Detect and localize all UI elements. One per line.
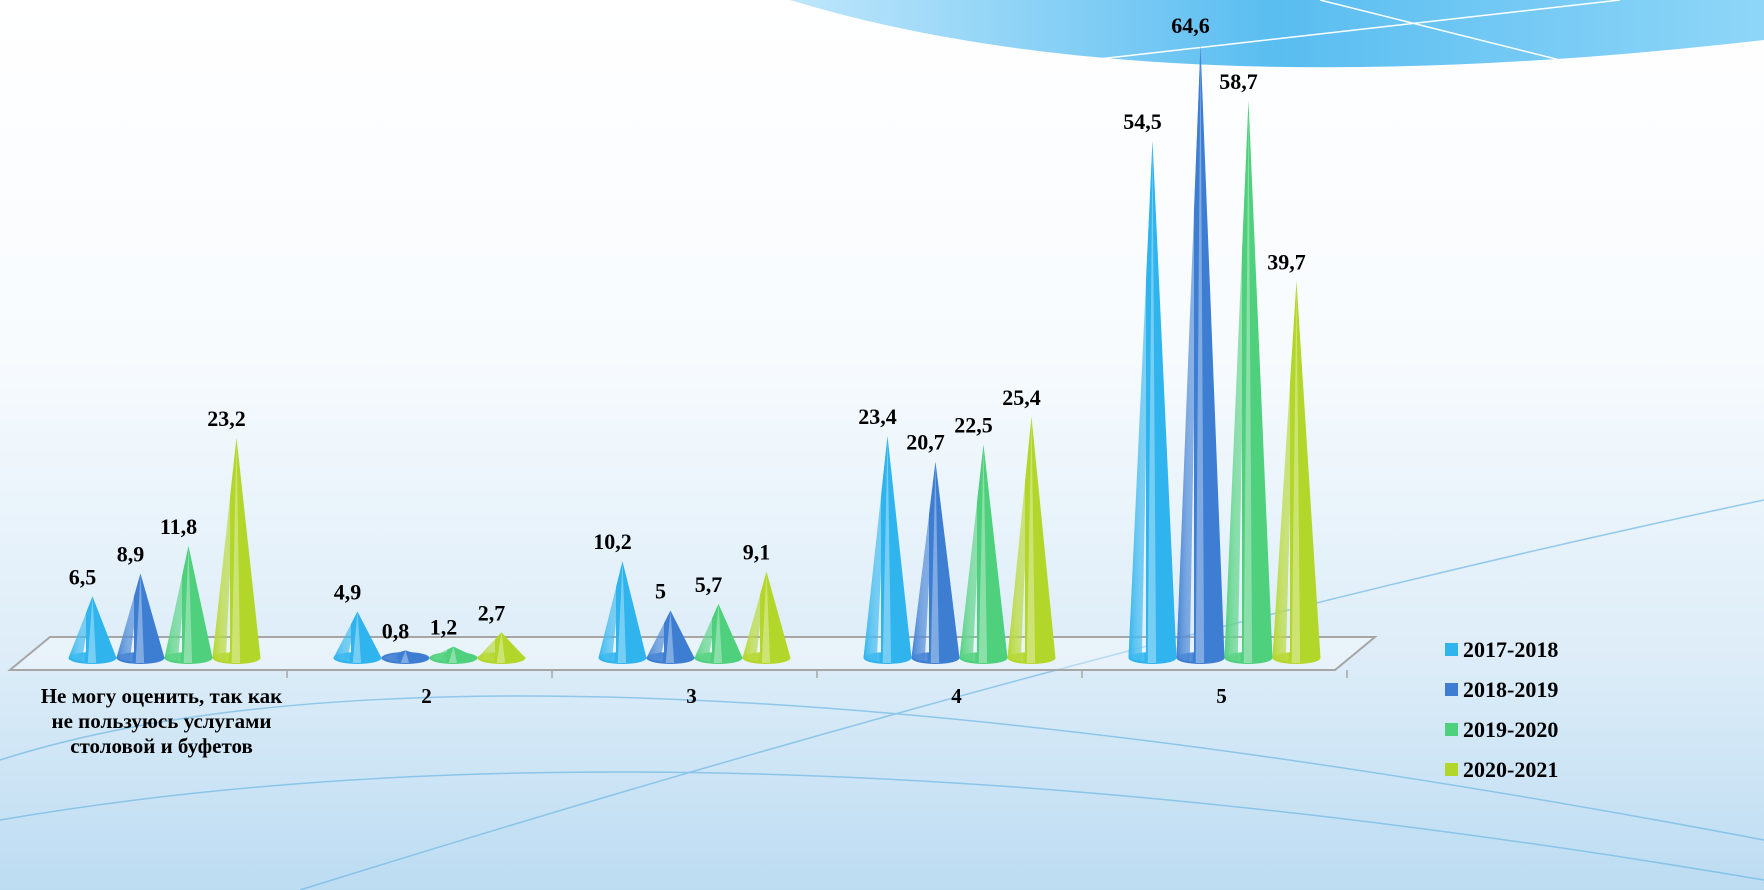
cone-highlight [1147, 140, 1157, 663]
cone-shade [333, 611, 358, 662]
value-label: 9,1 [743, 540, 771, 565]
value-label: 22,5 [954, 412, 993, 437]
cone-highlight [1291, 281, 1301, 663]
value-label: 11,8 [160, 514, 197, 539]
value-label: 54,5 [1123, 109, 1162, 134]
value-label: 8,9 [117, 542, 145, 567]
value-label: 58,7 [1219, 69, 1258, 94]
x-tick-label: 2 [421, 684, 432, 708]
cone-highlight [400, 650, 410, 663]
legend-swatch [1445, 643, 1458, 656]
cone-highlight [665, 610, 675, 663]
cone-shade [1128, 140, 1153, 662]
value-label: 2,7 [478, 600, 506, 625]
value-label: 0,8 [382, 618, 410, 643]
cone-shade [477, 632, 502, 662]
cone-highlight [617, 561, 627, 663]
cone-shade [1224, 100, 1249, 662]
cone-shade [381, 650, 406, 662]
value-label: 23,2 [207, 406, 246, 431]
legend-label: 2019-2020 [1463, 717, 1558, 742]
value-label: 1,2 [430, 615, 458, 640]
value-label: 25,4 [1002, 385, 1041, 410]
value-label: 4,9 [334, 580, 362, 605]
value-label: 5 [655, 579, 666, 604]
legend-swatch [1445, 763, 1458, 776]
cone-highlight [448, 646, 458, 663]
value-label: 6,5 [69, 564, 97, 589]
value-label: 10,2 [593, 529, 632, 554]
value-label: 64,6 [1171, 13, 1210, 38]
cone-highlight [183, 546, 193, 663]
legend-label: 2020-2021 [1463, 757, 1558, 782]
value-label: 20,7 [906, 430, 945, 455]
cone-shade [1176, 45, 1201, 662]
cone-highlight [231, 437, 241, 663]
cone-highlight [761, 571, 771, 663]
x-tick-label: 5 [1216, 684, 1227, 708]
cone-shade [911, 461, 936, 662]
cone-shade [116, 573, 141, 662]
cone-shade [1272, 281, 1297, 662]
cone-highlight [352, 611, 362, 663]
cone-highlight [882, 435, 892, 663]
cone-shade [68, 596, 93, 662]
cone-highlight [978, 444, 988, 663]
cone-shade [212, 437, 237, 662]
value-label: 5,7 [695, 572, 723, 597]
decor-lines [1089, 0, 1701, 96]
cone-highlight [135, 573, 145, 663]
cone-shade [598, 561, 623, 662]
cone-shade [959, 444, 984, 662]
legend-swatch [1445, 683, 1458, 696]
x-tick-label: Не могу оценить, так как не пользуюсь ус… [40, 684, 283, 758]
value-label: 23,4 [858, 404, 897, 429]
cone-highlight [496, 632, 506, 663]
cone-shade [694, 603, 719, 662]
decor-curves [0, 499, 1764, 890]
decor-swoosh [790, 0, 1764, 68]
cone-highlight [87, 596, 97, 663]
cone-highlight [1195, 45, 1205, 663]
cone-shade [863, 435, 888, 662]
cone-highlight [1243, 100, 1253, 663]
cone-shade [164, 546, 189, 662]
legend-swatch [1445, 723, 1458, 736]
cone-highlight [1026, 416, 1036, 663]
value-label: 39,7 [1267, 249, 1306, 274]
cone-shade [646, 610, 671, 662]
cone-shade [1007, 416, 1032, 662]
marks: 6,5 4,9 10,2 23,4 54,5 2017-2018 8,9 0,8 5 20,7 64… [68, 13, 1558, 782]
cone-highlight [930, 461, 940, 663]
legend-label: 2018-2019 [1463, 677, 1558, 702]
x-tick-label: 3 [686, 684, 697, 708]
cone-shade [742, 571, 767, 662]
cone-shade [429, 646, 454, 662]
cone-highlight [713, 603, 723, 663]
x-tick-label: 4 [951, 684, 962, 708]
legend-label: 2017-2018 [1463, 637, 1558, 662]
